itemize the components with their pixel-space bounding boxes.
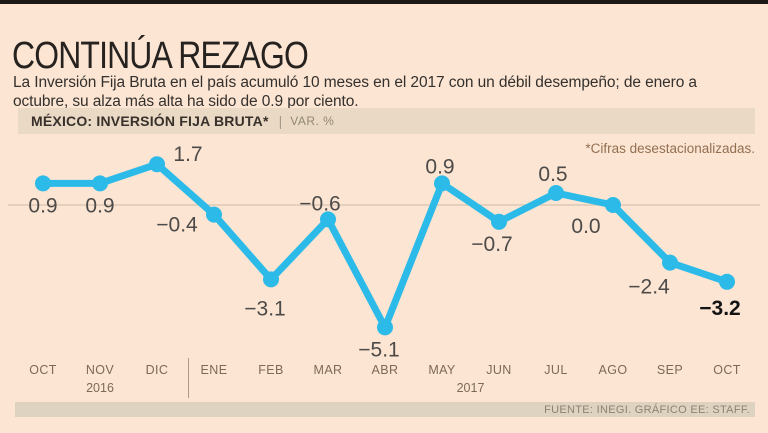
value-label: −3.2 (699, 297, 740, 320)
month-tick-label: SEP (657, 363, 683, 377)
data-point (320, 211, 336, 228)
value-label: 1.7 (173, 143, 202, 166)
chart-header-separator: | (278, 113, 283, 129)
month-tick-label: JUN (486, 363, 512, 377)
value-label: 0.5 (538, 163, 567, 186)
page-subtitle: La Inversión Fija Bruta en el país acumu… (13, 73, 697, 111)
month-tick-label: FEB (258, 363, 284, 377)
data-point (92, 175, 108, 192)
value-label: −0.6 (299, 192, 340, 215)
top-border (0, 0, 768, 4)
series-line (39, 160, 731, 331)
month-tick-label: DIC (146, 363, 169, 377)
data-point (491, 213, 507, 230)
data-point (548, 185, 564, 201)
data-point (605, 197, 621, 213)
data-point (35, 175, 51, 192)
value-label: 0.9 (425, 155, 454, 178)
month-tick-label: OCT (713, 363, 741, 377)
data-point (377, 319, 393, 336)
month-tick-label: NOV (86, 363, 115, 377)
chart-unit-label: VAR. % (290, 114, 335, 128)
value-label: −0.4 (156, 214, 198, 237)
year-label: 2016 (86, 381, 114, 395)
chart-header-bar: MÉXICO: INVERSIÓN FIJA BRUTA* | VAR. % (18, 108, 755, 134)
data-point (719, 273, 735, 290)
data-point (206, 206, 222, 223)
chart-title: MÉXICO: INVERSIÓN FIJA BRUTA* (31, 113, 269, 129)
value-label: −5.1 (358, 338, 399, 361)
month-tick-label: OCT (29, 363, 57, 377)
value-label: −3.1 (244, 297, 285, 320)
value-label: 0.9 (28, 194, 57, 217)
month-tick-label: ENE (201, 363, 228, 377)
month-tick-label: ABR (372, 363, 399, 377)
value-label: 0.0 (571, 215, 600, 238)
month-tick-label: JUL (544, 363, 567, 377)
value-label: −2.4 (628, 276, 670, 299)
data-point (149, 156, 165, 173)
value-label: 0.9 (85, 194, 114, 217)
page-title: CONTINÚA REZAGO (12, 35, 309, 78)
data-point (662, 254, 678, 271)
data-point (263, 271, 279, 288)
chart-annotation: *Cifras desestacionalizadas. (585, 141, 755, 156)
month-tick-label: MAY (428, 363, 456, 377)
value-label: −0.7 (471, 233, 512, 256)
source-bar: FUENTE: INEGI. GRÁFICO EE: STAFF. (15, 402, 755, 417)
data-point (434, 175, 450, 192)
month-tick-label: AGO (599, 363, 628, 377)
source-text: FUENTE: INEGI. GRÁFICO EE: STAFF. (544, 403, 750, 416)
year-label: 2017 (457, 381, 485, 395)
month-tick-label: MAR (314, 363, 343, 377)
